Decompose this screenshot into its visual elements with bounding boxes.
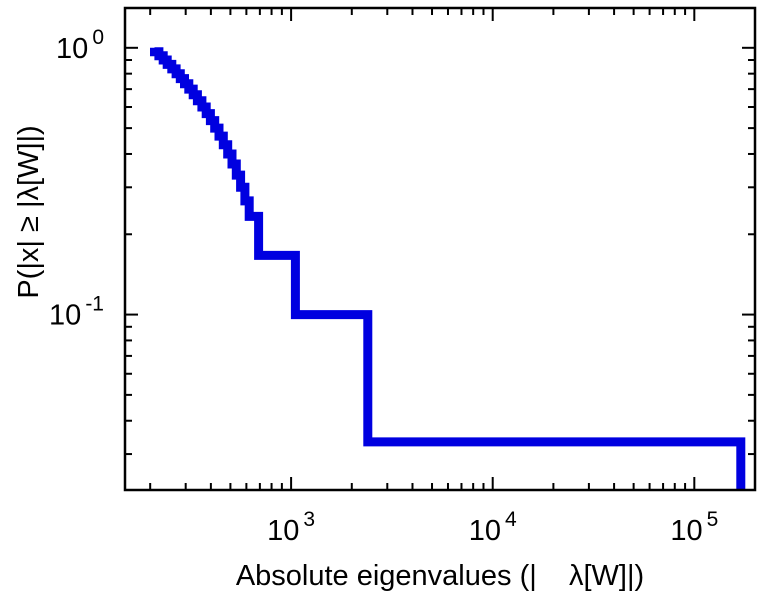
y-axis-label: P(|x| ≥ |λ[W]|): [13, 125, 45, 299]
y-tick-label: 10 0: [56, 26, 104, 65]
y-tick-label: 10 -1: [49, 293, 104, 332]
x-axis-label: Absolute eigenvalues (| λ[W]|): [235, 560, 645, 592]
plot-frame: [123, 6, 757, 492]
ccdf-step-line: [150, 47, 746, 490]
x-tick-label: 10 3: [267, 508, 315, 547]
x-tick-label: 10 4: [469, 508, 517, 547]
axes-ticks: [125, 8, 755, 490]
x-tick-label: 10 5: [670, 508, 718, 547]
